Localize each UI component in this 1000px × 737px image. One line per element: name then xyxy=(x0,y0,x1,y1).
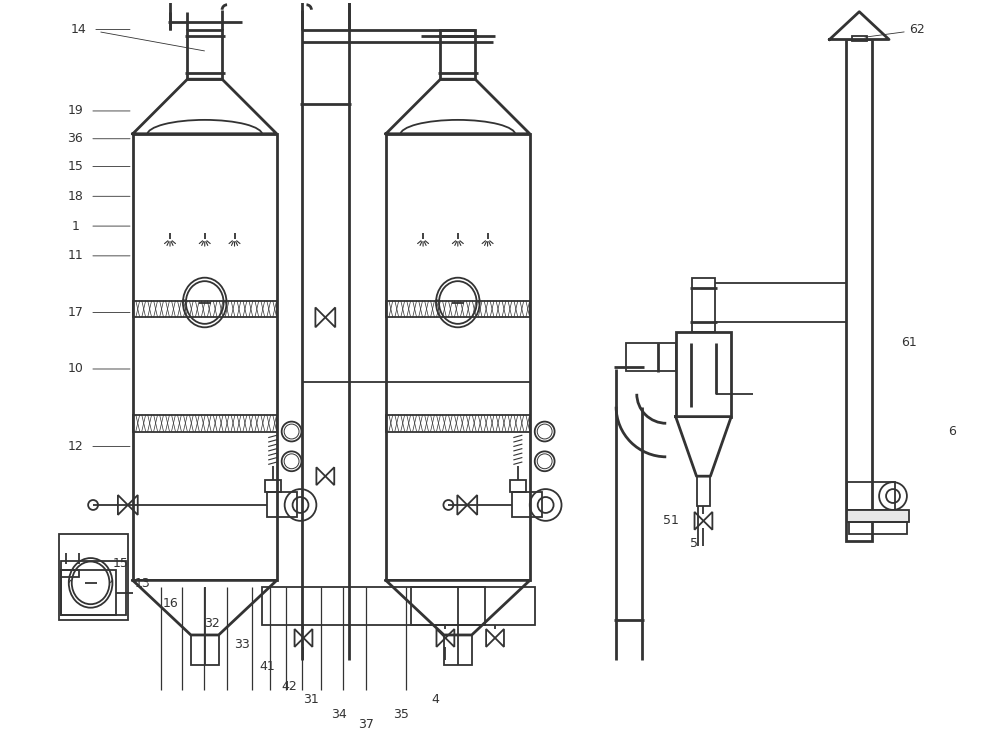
Text: 4: 4 xyxy=(432,693,439,706)
Text: 62: 62 xyxy=(909,23,925,36)
Text: 11: 11 xyxy=(67,249,83,262)
Bar xyxy=(386,301,530,318)
Bar xyxy=(440,29,475,79)
Text: 32: 32 xyxy=(204,617,220,629)
Bar xyxy=(386,134,530,581)
Bar xyxy=(676,332,731,416)
Bar xyxy=(512,492,542,517)
Text: 33: 33 xyxy=(234,638,250,652)
Text: 15: 15 xyxy=(113,557,129,570)
Text: 61: 61 xyxy=(901,335,917,349)
Bar xyxy=(847,510,909,522)
Bar xyxy=(133,134,277,581)
Polygon shape xyxy=(133,79,277,134)
Bar xyxy=(187,29,222,79)
Bar xyxy=(265,480,281,492)
Bar xyxy=(267,492,297,517)
Polygon shape xyxy=(386,79,530,134)
Bar xyxy=(626,343,676,371)
Text: 1: 1 xyxy=(71,220,79,233)
Text: 18: 18 xyxy=(67,190,83,203)
Bar xyxy=(59,534,128,620)
Text: 13: 13 xyxy=(135,577,151,590)
Text: 16: 16 xyxy=(163,597,178,609)
Text: 17: 17 xyxy=(67,306,83,319)
Bar xyxy=(846,40,872,541)
Text: 14: 14 xyxy=(70,23,86,36)
Text: 6: 6 xyxy=(948,425,956,438)
Bar xyxy=(510,480,526,492)
Text: 12: 12 xyxy=(67,440,83,453)
Polygon shape xyxy=(676,416,731,476)
Text: 19: 19 xyxy=(67,105,83,117)
Bar xyxy=(692,278,715,332)
Bar xyxy=(849,522,907,534)
Text: 34: 34 xyxy=(331,708,347,721)
Text: 41: 41 xyxy=(259,660,275,673)
Bar xyxy=(852,35,867,41)
Text: 37: 37 xyxy=(358,718,374,731)
Bar xyxy=(61,570,116,615)
Text: 51: 51 xyxy=(663,514,679,528)
Text: 31: 31 xyxy=(304,693,319,706)
Bar xyxy=(386,415,530,432)
Bar xyxy=(411,587,535,625)
Polygon shape xyxy=(386,581,530,635)
Bar xyxy=(133,301,277,318)
Text: 10: 10 xyxy=(67,363,83,375)
Bar xyxy=(262,587,485,625)
Polygon shape xyxy=(133,581,277,635)
Bar xyxy=(697,476,710,506)
Text: 36: 36 xyxy=(67,132,83,145)
Bar xyxy=(847,482,895,510)
Bar xyxy=(191,635,219,665)
Polygon shape xyxy=(829,12,889,40)
Text: 5: 5 xyxy=(690,537,698,550)
Bar xyxy=(61,570,79,577)
Bar xyxy=(61,561,126,615)
Text: 35: 35 xyxy=(393,708,409,721)
Text: 15: 15 xyxy=(67,160,83,173)
Bar xyxy=(133,415,277,432)
Bar xyxy=(444,635,472,665)
Text: 42: 42 xyxy=(282,680,297,693)
